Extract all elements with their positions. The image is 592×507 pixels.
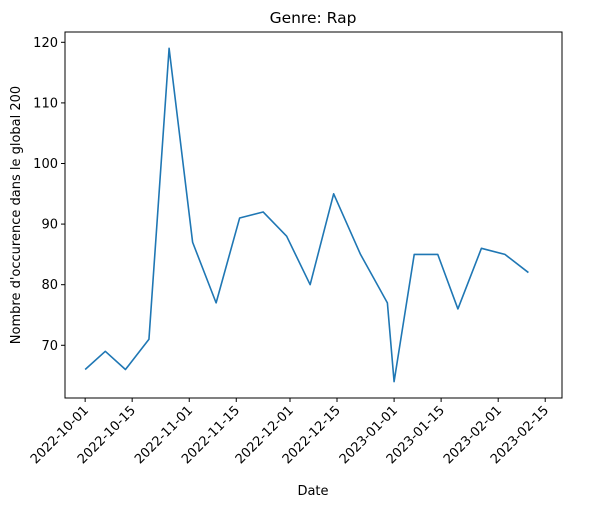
y-tick-label: 70 [41,339,58,354]
y-axis-title: Nombre d'occurence dans le global 200 [9,86,24,344]
x-axis: 2022-10-012022-10-152022-11-012022-11-15… [28,398,552,467]
chart-title: Genre: Rap [270,9,357,27]
y-tick-label: 100 [33,157,58,172]
y-tick-label: 80 [41,278,58,293]
y-tick-label: 120 [33,36,58,51]
series-layer [84,47,529,383]
x-axis-title: Date [297,484,328,499]
y-tick-label: 110 [33,96,58,111]
series-line [84,47,529,383]
y-tick-label: 90 [41,218,58,233]
y-axis: 70 80 90 100 110 120 [33,36,65,354]
plot-area-frame [64,31,563,399]
